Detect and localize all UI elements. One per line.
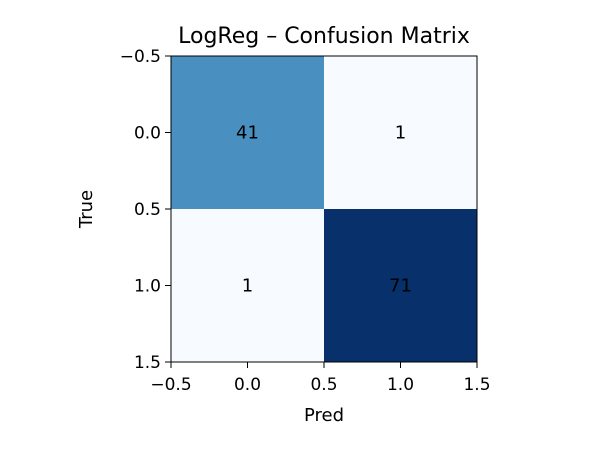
heatmap-cell-1-0 [171, 209, 324, 362]
x-tick-label: −0.5 [150, 375, 191, 395]
cell-value-label-0-0: 41 [236, 123, 259, 144]
cell-value-label-0-1: 1 [395, 123, 406, 144]
y-tick-label: 0.5 [134, 200, 161, 220]
chart-title: LogReg – Confusion Matrix [178, 24, 470, 49]
heatmap-cell-0-1 [324, 56, 477, 209]
x-tick-label: 0.0 [234, 375, 261, 395]
x-tick-label: 1.5 [463, 375, 490, 395]
heatmap-cells [171, 56, 477, 362]
y-tick-label: −0.5 [120, 47, 161, 67]
cell-value-label-1-1: 71 [389, 276, 412, 297]
heatmap-cell-0-0 [171, 56, 324, 209]
x-tick-label: 0.5 [310, 375, 337, 395]
y-tick-label: 1.5 [134, 353, 161, 373]
y-axis-label: True [76, 190, 97, 229]
x-axis-ticks: −0.5 0.0 0.5 1.0 1.5 [150, 362, 491, 395]
y-tick-label: 1.0 [134, 277, 161, 297]
heatmap-cell-1-1 [324, 209, 477, 362]
cell-value-label-1-0: 1 [242, 276, 253, 297]
x-tick-label: 1.0 [387, 375, 414, 395]
y-tick-label: 0.0 [134, 124, 161, 144]
y-axis-ticks: −0.5 0.0 0.5 1.0 1.5 [120, 47, 171, 373]
cell-value-labels: 41 1 1 71 [236, 123, 412, 297]
x-axis-label: Pred [304, 405, 344, 426]
